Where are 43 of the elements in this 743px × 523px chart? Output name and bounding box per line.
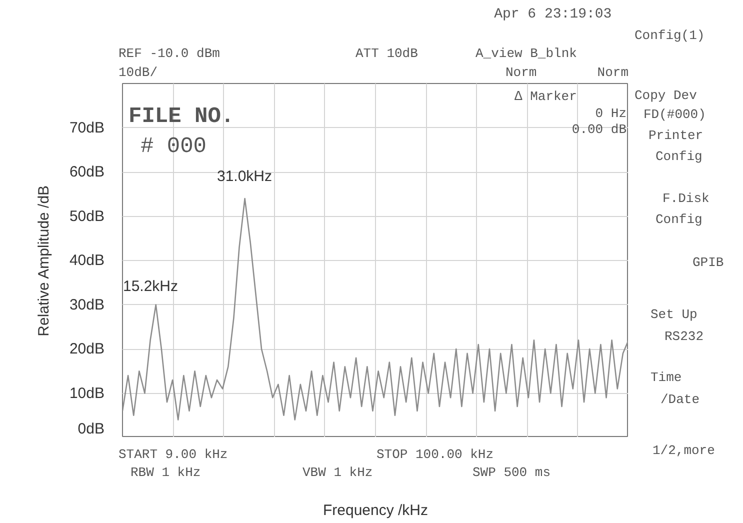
text: Config [656, 212, 702, 227]
text: Time [650, 370, 682, 385]
y-tick-label: 0dB [78, 420, 105, 438]
text: Norm [506, 65, 537, 80]
text: REF -10.0 dBm [118, 46, 220, 61]
y-axis-title: Relative Amplitude /dB [35, 185, 52, 336]
annotation: # 000 [140, 134, 207, 159]
text: RBW 1 kHz [130, 465, 201, 480]
y-tick-label: 60dB [69, 164, 105, 180]
text: START 9.00 kHz [118, 447, 228, 462]
text: FD(#000) [644, 107, 706, 122]
y-tick-label: 30dB [69, 296, 105, 314]
text: STOP 100.00 kHz [376, 447, 494, 462]
text: 10dB/ [118, 65, 158, 80]
annotation: ∆ Marker [514, 89, 577, 104]
text: GPIB [692, 255, 724, 270]
line-series [122, 198, 628, 420]
y-tick-label: 20dB [69, 340, 105, 358]
text: 1/2,more [652, 443, 715, 458]
text: ATT 10dB [356, 46, 418, 61]
y-tick-label: 40dB [69, 252, 105, 269]
annotation: FILE NO. [128, 104, 234, 129]
text: Config(1) [634, 28, 705, 43]
text: Config [656, 149, 702, 164]
text: Copy Dev [634, 88, 698, 103]
x-axis-title: Frequency /kHz [322, 502, 428, 519]
annotation: 15.2kHz [122, 278, 178, 295]
text: SWP 500 ms [472, 465, 551, 480]
text: Set Up [650, 307, 698, 322]
text: Apr 6 23:19:03 [494, 6, 612, 22]
y-tick-label: 10dB [69, 384, 105, 402]
annotation: 0.00 dB [572, 122, 627, 137]
text: Norm [597, 65, 629, 80]
text: Printer [648, 128, 704, 143]
y-tick-label: 50dB [69, 208, 105, 225]
y-tick-label: 70dB [69, 119, 105, 136]
text: A_view B_blnk [476, 46, 578, 61]
text: /Date [660, 392, 700, 407]
text: RS232 [664, 329, 704, 344]
text: F.Disk [662, 191, 710, 206]
annotation: 31.0kHz [216, 168, 272, 185]
annotation: 0 Hz [595, 106, 627, 121]
text: VBW 1 kHz [302, 465, 373, 480]
